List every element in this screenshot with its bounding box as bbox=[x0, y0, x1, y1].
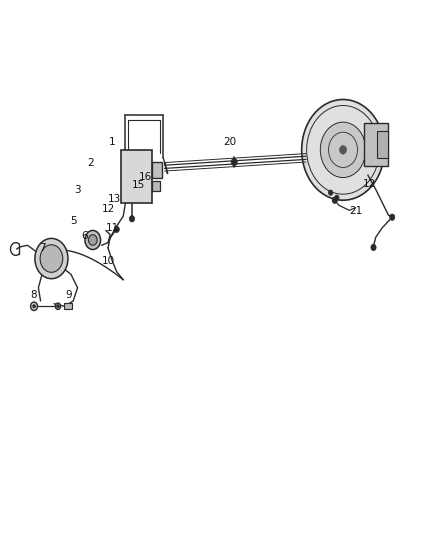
Text: 12: 12 bbox=[101, 204, 115, 214]
Circle shape bbox=[85, 230, 101, 249]
Bar bbox=[152, 162, 162, 178]
Circle shape bbox=[231, 158, 237, 166]
Bar bbox=[364, 123, 388, 166]
Text: 1: 1 bbox=[109, 137, 116, 147]
Text: 3: 3 bbox=[74, 184, 81, 195]
Text: 15: 15 bbox=[132, 180, 145, 190]
Circle shape bbox=[339, 146, 346, 154]
Circle shape bbox=[320, 122, 366, 177]
Text: 16: 16 bbox=[138, 172, 152, 182]
Text: 12: 12 bbox=[363, 179, 376, 189]
Text: 5: 5 bbox=[70, 216, 77, 227]
Text: 8: 8 bbox=[31, 289, 37, 300]
Bar bbox=[152, 181, 160, 191]
Circle shape bbox=[57, 305, 59, 308]
Circle shape bbox=[88, 235, 97, 245]
Circle shape bbox=[332, 197, 337, 204]
Bar bbox=[121, 150, 152, 203]
Text: 2: 2 bbox=[87, 158, 94, 168]
Circle shape bbox=[335, 195, 339, 200]
Circle shape bbox=[31, 302, 38, 311]
Text: 13: 13 bbox=[108, 194, 121, 204]
Circle shape bbox=[390, 214, 395, 220]
Circle shape bbox=[114, 226, 119, 232]
Text: 21: 21 bbox=[350, 206, 363, 216]
Text: 6: 6 bbox=[81, 231, 88, 241]
Text: 20: 20 bbox=[223, 137, 237, 147]
Circle shape bbox=[35, 238, 68, 279]
Circle shape bbox=[328, 190, 333, 195]
Circle shape bbox=[55, 303, 60, 310]
Circle shape bbox=[49, 255, 54, 262]
Circle shape bbox=[129, 216, 134, 222]
Circle shape bbox=[40, 245, 63, 272]
Text: 7: 7 bbox=[39, 243, 46, 253]
Circle shape bbox=[91, 238, 95, 242]
Bar bbox=[377, 131, 388, 158]
Text: 10: 10 bbox=[102, 256, 115, 266]
Circle shape bbox=[33, 305, 35, 308]
Circle shape bbox=[371, 244, 376, 251]
Text: 11: 11 bbox=[106, 223, 119, 233]
Circle shape bbox=[302, 100, 385, 200]
Bar bbox=[64, 303, 72, 309]
Text: 9: 9 bbox=[66, 289, 72, 300]
